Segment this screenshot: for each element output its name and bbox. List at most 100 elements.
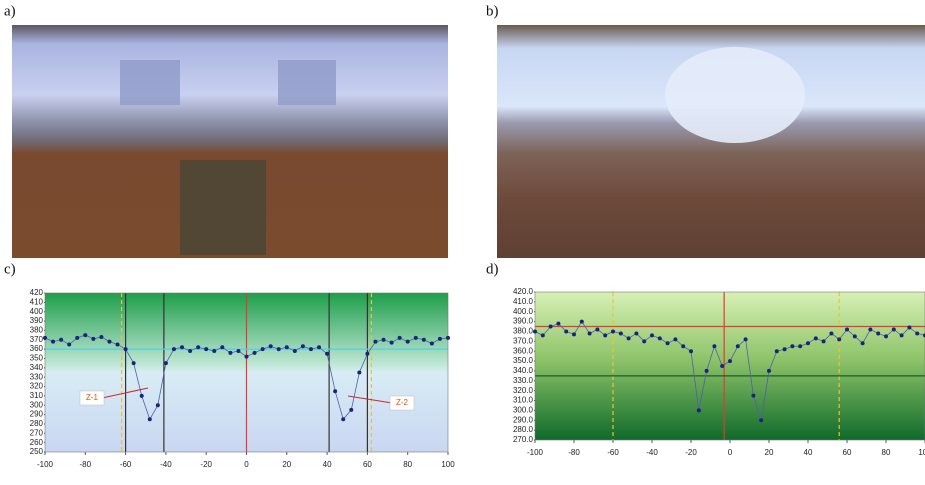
data-point — [845, 327, 849, 332]
photo-b — [497, 25, 925, 258]
x-tick-label: 100 — [918, 448, 925, 457]
data-point — [349, 407, 354, 412]
data-point — [689, 349, 693, 354]
panel-label: b) — [486, 3, 499, 19]
data-point — [829, 331, 834, 336]
data-point — [43, 335, 47, 340]
data-point — [665, 341, 670, 346]
data-point — [83, 333, 88, 338]
x-tick-label: 40 — [323, 460, 332, 469]
data-point — [67, 342, 72, 347]
data-point — [774, 349, 779, 354]
data-point — [260, 347, 265, 352]
x-tick-label: 20 — [282, 460, 291, 469]
x-tick-label: 40 — [804, 448, 813, 457]
data-point — [413, 335, 418, 340]
y-tick-label: 310.0 — [513, 396, 534, 405]
x-tick-label: -40 — [160, 460, 172, 469]
y-tick-label: 290 — [30, 410, 44, 419]
data-point — [556, 321, 561, 326]
y-tick-label: 360 — [30, 344, 44, 353]
data-point — [99, 334, 104, 339]
y-tick-label: 310 — [30, 391, 44, 400]
data-point — [821, 339, 826, 344]
data-point — [437, 336, 442, 341]
data-point — [813, 336, 818, 341]
data-point — [735, 344, 740, 349]
data-point — [373, 339, 378, 344]
y-tick-label: 380.0 — [513, 327, 534, 336]
y-tick-label: 420.0 — [513, 287, 534, 296]
data-point — [642, 339, 647, 344]
x-tick-label: 80 — [403, 460, 412, 469]
y-tick-label: 270.0 — [513, 435, 534, 444]
x-tick-label: 0 — [728, 448, 733, 457]
y-tick-label: 270 — [30, 428, 44, 437]
data-point — [381, 337, 386, 342]
data-point — [405, 339, 410, 344]
data-point — [759, 418, 764, 423]
data-point — [579, 319, 584, 324]
data-point — [204, 347, 209, 352]
data-point — [91, 336, 96, 341]
annotation-box — [79, 390, 105, 406]
data-point — [743, 337, 748, 342]
data-point — [139, 393, 144, 398]
data-point — [540, 333, 545, 338]
data-point — [603, 333, 608, 338]
data-point — [284, 345, 289, 350]
y-tick-label: 280 — [30, 419, 44, 428]
y-tick-label: 390 — [30, 316, 44, 325]
plot-frame — [534, 291, 925, 441]
data-point — [421, 337, 426, 342]
data-point — [333, 389, 338, 394]
data-point — [292, 348, 297, 353]
data-point — [696, 408, 701, 413]
x-tick-label: -20 — [200, 460, 212, 469]
data-point — [650, 333, 654, 338]
annotation-arrow — [347, 395, 393, 404]
x-tick-label: -100 — [527, 448, 544, 457]
x-tick-label: 80 — [882, 448, 891, 457]
annotation: Z-1 — [86, 393, 99, 402]
data-point — [915, 331, 920, 336]
y-tick-label: 370 — [30, 335, 44, 344]
x-tick-label: 100 — [441, 460, 455, 469]
y-tick-label: 390.0 — [513, 317, 534, 326]
data-point — [704, 368, 709, 373]
y-tick-label: 250 — [30, 447, 44, 456]
data-point — [611, 329, 615, 334]
y-tick-label: 330 — [30, 372, 44, 381]
data-point — [188, 348, 193, 353]
data-point — [236, 348, 241, 353]
data-point — [595, 327, 600, 332]
data-point — [626, 336, 631, 341]
y-tick-label: 330.0 — [513, 376, 534, 385]
x-tick-label: -60 — [120, 460, 132, 469]
data-point — [657, 336, 662, 341]
data-point — [196, 345, 201, 350]
data-point — [564, 329, 569, 334]
x-tick-label: 0 — [244, 460, 249, 469]
data-point — [681, 344, 686, 349]
data-point — [899, 333, 904, 338]
y-tick-label: 340 — [30, 363, 44, 372]
data-point — [300, 344, 305, 349]
data-point — [357, 370, 362, 375]
y-tick-label: 300 — [30, 400, 44, 409]
data-point — [572, 332, 576, 337]
data-point — [389, 340, 394, 345]
data-point — [673, 337, 678, 342]
panel-label: a) — [4, 3, 16, 19]
y-tick-label: 280.0 — [513, 425, 534, 434]
data-point — [798, 344, 803, 349]
y-tick-label: 320.0 — [513, 386, 534, 395]
data-point — [548, 324, 553, 329]
data-point — [171, 347, 176, 352]
data-point — [244, 354, 249, 359]
y-tick-label: 320 — [30, 382, 44, 391]
data-point — [228, 350, 233, 355]
data-point — [59, 337, 64, 342]
data-point — [51, 339, 56, 344]
annotation-box — [389, 395, 415, 411]
